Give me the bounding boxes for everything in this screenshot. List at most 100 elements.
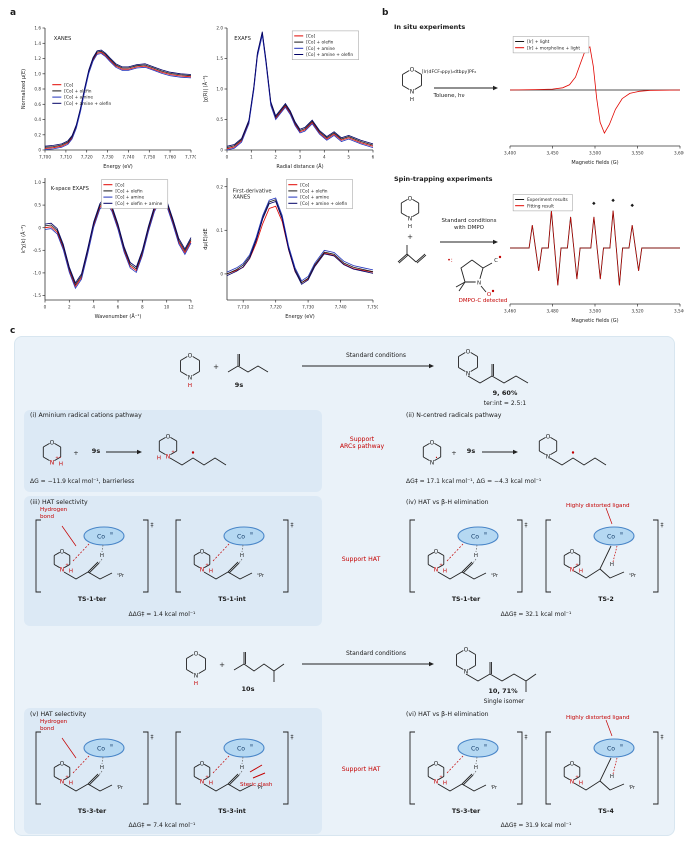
panel-a-label: a <box>10 8 17 18</box>
svg-text:2: 2 <box>274 155 277 160</box>
svg-text:[Co] + olefin: [Co] + olefin <box>64 89 91 95</box>
svg-text:•:: •: <box>447 257 453 264</box>
svg-text:0.6: 0.6 <box>34 102 41 107</box>
svg-text:1.0: 1.0 <box>216 87 223 92</box>
svg-text:0.2: 0.2 <box>34 132 41 137</box>
svg-text:-0.5: -0.5 <box>33 248 42 253</box>
svg-text:6: 6 <box>117 305 120 310</box>
svg-text:1.5: 1.5 <box>216 56 223 61</box>
svg-text:0: 0 <box>226 155 229 160</box>
svg-text:K-space EXAFS: K-space EXAFS <box>51 186 89 192</box>
svg-text:[Co] + amine + olefin: [Co] + amine + olefin <box>306 52 353 58</box>
isoprene-structure <box>397 245 427 264</box>
svg-text:7,770: 7,770 <box>185 155 196 160</box>
toluene-light-label: Toluene, hν <box>433 93 465 99</box>
svg-text:◆: ◆ <box>592 201 596 206</box>
support-hat-label-2: Support HAT <box>341 766 381 773</box>
svg-text:-1.5: -1.5 <box>33 293 42 298</box>
morpholine-structure-b2: O NH <box>400 195 420 230</box>
svg-text:3,540: 3,540 <box>674 309 684 314</box>
svg-text:7,760: 7,760 <box>164 155 176 160</box>
svg-text:7,730: 7,730 <box>302 305 314 310</box>
svg-text:k³χ(k) (Å⁻³): k³χ(k) (Å⁻³) <box>20 225 27 253</box>
section-v-title: (v) HAT selectivity <box>30 711 87 718</box>
svg-text:0: 0 <box>44 305 47 310</box>
svg-text:0: 0 <box>38 225 41 230</box>
hydrogen-bond-label-iii: Hydrogen bond <box>40 507 68 520</box>
section-vi-energy: ΔΔG‡ = 31.9 kcal mol⁻¹ <box>500 822 572 829</box>
section-i-energy: ΔG = −11.9 kcal mol⁻¹, barrierless <box>30 478 135 485</box>
svg-text:10: 10 <box>164 305 170 310</box>
section-i-title: (i) Aminium radical cations pathway <box>30 412 142 419</box>
svg-text:Energy (eV): Energy (eV) <box>103 164 133 170</box>
svg-text:7,700: 7,700 <box>39 155 51 160</box>
svg-text:0.5: 0.5 <box>34 203 41 208</box>
svg-text:◆: ◆ <box>611 199 615 204</box>
rxn2-product-label: 10, 71% <box>488 687 518 695</box>
spin-trap-conditions-label: Standard conditions with DMPO <box>441 218 497 231</box>
svg-text:Radial distance (Å): Radial distance (Å) <box>276 163 323 170</box>
svg-text:C: C <box>494 258 498 264</box>
chart-first-derivative-xanes: 7,710 7,720 7,730 7,740 7,750 0 0.1 0.2 Energy (… <box>200 174 379 320</box>
svg-text:[Co] + olefin: [Co] + olefin <box>300 189 327 195</box>
ts-1-ter-label-iv: TS-1-ter <box>451 596 481 603</box>
svg-text:3,480: 3,480 <box>547 309 559 314</box>
svg-text:◆: ◆ <box>630 204 634 209</box>
chart-epr-in-situ: 3,400 3,450 3,500 3,550 3,600 Magnetic fields… <box>502 30 686 166</box>
svg-text:7,740: 7,740 <box>122 155 134 160</box>
dmpo-adduct-structure: NOC•: <box>447 255 502 298</box>
ts-1-int-label: TS-1-int <box>218 596 246 603</box>
rxn1-product-label: 9, 60% <box>492 389 518 397</box>
svg-text:XANES: XANES <box>54 36 72 42</box>
section-ii-title: (ii) N-centred radicals pathway <box>406 412 502 419</box>
hydrogen-bond-label-v: Hydrogen bond <box>40 719 68 732</box>
chart-xanes: 7,700 7,710 7,720 7,730 7,740 7,750 7,760 7,770… <box>18 24 197 170</box>
svg-text:0.2: 0.2 <box>216 184 223 189</box>
distorted-ligand-label-vi: Highly distorted ligand <box>566 715 630 721</box>
svg-text:[Co] + amine + olefin: [Co] + amine + olefin <box>64 101 111 107</box>
section-vi-title: (vi) HAT vs β-H elimination <box>406 711 489 718</box>
svg-text:4: 4 <box>323 155 326 160</box>
svg-text:7,710: 7,710 <box>237 305 249 310</box>
ts-2-label: TS-2 <box>598 596 614 603</box>
svg-text:5: 5 <box>347 155 350 160</box>
in-situ-title: In situ experiments <box>394 23 466 31</box>
svg-text:0.1: 0.1 <box>216 228 223 233</box>
steric-clash-label: Steric clash <box>240 782 273 788</box>
ts-3-ter-label: TS-3-ter <box>77 808 107 815</box>
svg-text:12: 12 <box>188 305 194 310</box>
svg-text:[Co] + amine: [Co] + amine <box>64 95 93 101</box>
svg-text:[Co]: [Co] <box>115 182 124 188</box>
section-iv-energy: ΔΔG‡ = 32.1 kcal mol⁻¹ <box>500 611 572 618</box>
svg-text:Wavenumber (Å⁻¹): Wavenumber (Å⁻¹) <box>95 313 142 320</box>
svg-text:[Ir] + light: [Ir] + light <box>527 39 550 45</box>
svg-text:3,400: 3,400 <box>504 151 516 156</box>
svg-text:8: 8 <box>141 305 144 310</box>
svg-text:O: O <box>408 195 413 202</box>
dmpo-detected-label: DMPO-C detected <box>458 298 508 304</box>
svg-text:4: 4 <box>92 305 95 310</box>
svg-text:3,520: 3,520 <box>632 309 644 314</box>
svg-text:1.2: 1.2 <box>34 56 41 61</box>
ts-1-ter-label: TS-1-ter <box>77 596 107 603</box>
panel-b-label: b <box>382 8 389 18</box>
panel-c-label: c <box>10 326 16 336</box>
rxn1-selectivity-label: ter:int = 2.5:1 <box>483 400 527 407</box>
section-i-olefin-label: 9s <box>91 447 101 455</box>
svg-text:N: N <box>477 280 481 286</box>
svg-text:3,500: 3,500 <box>589 151 601 156</box>
svg-text:First-derivative: First-derivative <box>233 189 272 195</box>
svg-text:2: 2 <box>68 305 71 310</box>
section-v-energy: ΔΔG‡ = 7.4 kcal mol⁻¹ <box>128 822 196 829</box>
svg-text:[Co] + amine: [Co] + amine <box>300 195 329 201</box>
svg-text:0: 0 <box>220 272 223 277</box>
svg-text:Energy (eV): Energy (eV) <box>285 314 315 320</box>
svg-text:7,710: 7,710 <box>60 155 72 160</box>
section-iv-title: (iv) HAT vs β-H elimination <box>406 499 489 506</box>
svg-text:3,550: 3,550 <box>632 151 644 156</box>
distorted-ligand-label-iv: Highly distorted ligand <box>566 503 630 509</box>
svg-text:7,750: 7,750 <box>367 305 378 310</box>
rxn1-reactant-label: 9s <box>234 381 244 389</box>
ts-3-ter-label-vi: TS-3-ter <box>451 808 481 815</box>
support-arcs-label: Support ARCs pathway <box>339 436 385 451</box>
